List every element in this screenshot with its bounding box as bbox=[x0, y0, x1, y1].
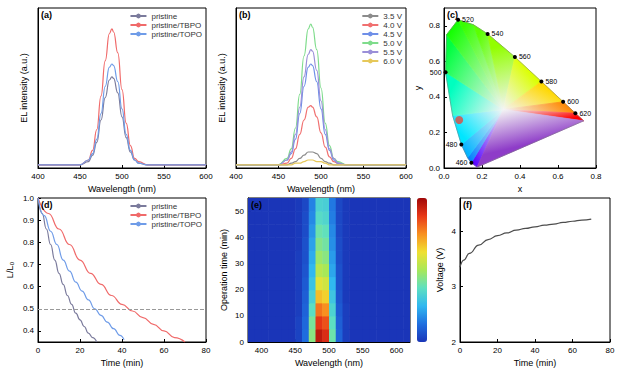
svg-text:pristine: pristine bbox=[151, 202, 177, 211]
svg-text:0: 0 bbox=[36, 346, 41, 355]
svg-text:60: 60 bbox=[160, 346, 169, 355]
svg-text:40: 40 bbox=[531, 346, 540, 355]
svg-text:2: 2 bbox=[452, 338, 457, 347]
svg-text:pristine/TBPO: pristine/TBPO bbox=[151, 211, 201, 220]
svg-text:450: 450 bbox=[73, 172, 87, 181]
svg-text:480: 480 bbox=[446, 141, 458, 148]
svg-text:0.2: 0.2 bbox=[429, 128, 441, 137]
svg-text:450: 450 bbox=[272, 172, 286, 181]
svg-text:20: 20 bbox=[76, 346, 85, 355]
svg-text:x: x bbox=[518, 184, 523, 194]
svg-text:Wavelength (nm): Wavelength (nm) bbox=[287, 184, 355, 194]
svg-text:620: 620 bbox=[579, 110, 591, 117]
svg-text:3.5 V: 3.5 V bbox=[383, 12, 402, 21]
svg-text:5.5 V: 5.5 V bbox=[383, 48, 402, 57]
svg-text:500: 500 bbox=[430, 69, 442, 76]
svg-text:(c): (c) bbox=[447, 10, 458, 20]
svg-text:Operation time (min): Operation time (min) bbox=[219, 229, 229, 311]
svg-text:550: 550 bbox=[356, 346, 370, 355]
svg-text:0: 0 bbox=[458, 346, 463, 355]
svg-text:3: 3 bbox=[452, 282, 457, 291]
svg-text:0.0: 0.0 bbox=[438, 172, 450, 181]
svg-text:0.4: 0.4 bbox=[429, 92, 441, 101]
svg-text:0.8: 0.8 bbox=[429, 21, 441, 30]
svg-text:Time (min): Time (min) bbox=[514, 358, 557, 368]
svg-text:0.4: 0.4 bbox=[514, 172, 526, 181]
svg-text:80: 80 bbox=[202, 346, 211, 355]
svg-text:(e): (e) bbox=[251, 200, 262, 210]
svg-text:Wavelength (nm): Wavelength (nm) bbox=[88, 184, 156, 194]
svg-text:0.6: 0.6 bbox=[23, 282, 35, 291]
svg-text:450: 450 bbox=[289, 346, 303, 355]
svg-text:550: 550 bbox=[357, 172, 371, 181]
svg-text:Wavelength (nm): Wavelength (nm) bbox=[295, 358, 363, 368]
svg-text:0.5: 0.5 bbox=[23, 304, 35, 313]
svg-text:pristine/TOPO: pristine/TOPO bbox=[151, 30, 202, 39]
svg-text:500: 500 bbox=[314, 172, 328, 181]
svg-text:80: 80 bbox=[606, 346, 615, 355]
svg-text:600: 600 bbox=[199, 172, 213, 181]
svg-text:L/L₀: L/L₀ bbox=[5, 262, 15, 279]
svg-text:0.6: 0.6 bbox=[429, 57, 441, 66]
svg-text:600: 600 bbox=[567, 98, 579, 105]
svg-text:(f): (f) bbox=[463, 200, 472, 210]
svg-text:50: 50 bbox=[235, 207, 244, 216]
svg-text:460: 460 bbox=[456, 159, 468, 166]
svg-text:Time (min): Time (min) bbox=[101, 358, 144, 368]
svg-text:400: 400 bbox=[255, 346, 269, 355]
svg-text:580: 580 bbox=[545, 78, 557, 85]
svg-text:pristine/TBPO: pristine/TBPO bbox=[151, 21, 201, 30]
svg-text:600: 600 bbox=[390, 346, 404, 355]
svg-text:20: 20 bbox=[493, 346, 502, 355]
svg-text:500: 500 bbox=[322, 346, 336, 355]
svg-text:400: 400 bbox=[229, 172, 243, 181]
svg-text:540: 540 bbox=[492, 30, 504, 37]
svg-text:0.7: 0.7 bbox=[23, 260, 35, 269]
svg-text:0: 0 bbox=[240, 338, 245, 347]
svg-text:4: 4 bbox=[452, 227, 457, 236]
svg-text:20: 20 bbox=[235, 285, 244, 294]
svg-text:1.0: 1.0 bbox=[23, 194, 35, 203]
svg-text:5.0 V: 5.0 V bbox=[383, 39, 402, 48]
svg-text:4.5 V: 4.5 V bbox=[383, 30, 402, 39]
svg-text:30: 30 bbox=[235, 259, 244, 268]
svg-text:550: 550 bbox=[157, 172, 171, 181]
svg-text:y: y bbox=[413, 85, 423, 90]
svg-text:40: 40 bbox=[235, 233, 244, 242]
svg-text:EL intensity (a.u.): EL intensity (a.u.) bbox=[217, 53, 227, 123]
svg-text:(a): (a) bbox=[41, 10, 52, 20]
svg-text:0.9: 0.9 bbox=[23, 216, 35, 225]
svg-text:40: 40 bbox=[118, 346, 127, 355]
svg-text:pristine/TOPO: pristine/TOPO bbox=[151, 220, 202, 229]
svg-text:0.0: 0.0 bbox=[428, 163, 440, 173]
svg-text:60: 60 bbox=[568, 346, 577, 355]
svg-text:pristine: pristine bbox=[151, 12, 177, 21]
svg-text:0.2: 0.2 bbox=[476, 172, 488, 181]
svg-text:Voltage (V): Voltage (V) bbox=[435, 248, 445, 293]
svg-text:560: 560 bbox=[519, 53, 531, 60]
svg-text:(b): (b) bbox=[239, 10, 251, 20]
svg-text:(d): (d) bbox=[41, 200, 53, 210]
svg-text:0.6: 0.6 bbox=[552, 172, 564, 181]
svg-text:500: 500 bbox=[115, 172, 129, 181]
svg-text:10: 10 bbox=[235, 311, 244, 320]
svg-text:520: 520 bbox=[462, 16, 474, 23]
svg-text:0.8: 0.8 bbox=[23, 238, 35, 247]
svg-text:6.0 V: 6.0 V bbox=[383, 57, 402, 66]
svg-text:4.0 V: 4.0 V bbox=[383, 21, 402, 30]
svg-text:600: 600 bbox=[399, 172, 413, 181]
svg-text:EL intensity (a.u.): EL intensity (a.u.) bbox=[19, 53, 29, 123]
svg-text:0.8: 0.8 bbox=[590, 172, 602, 181]
svg-text:400: 400 bbox=[31, 172, 45, 181]
svg-text:0.4: 0.4 bbox=[23, 326, 35, 335]
